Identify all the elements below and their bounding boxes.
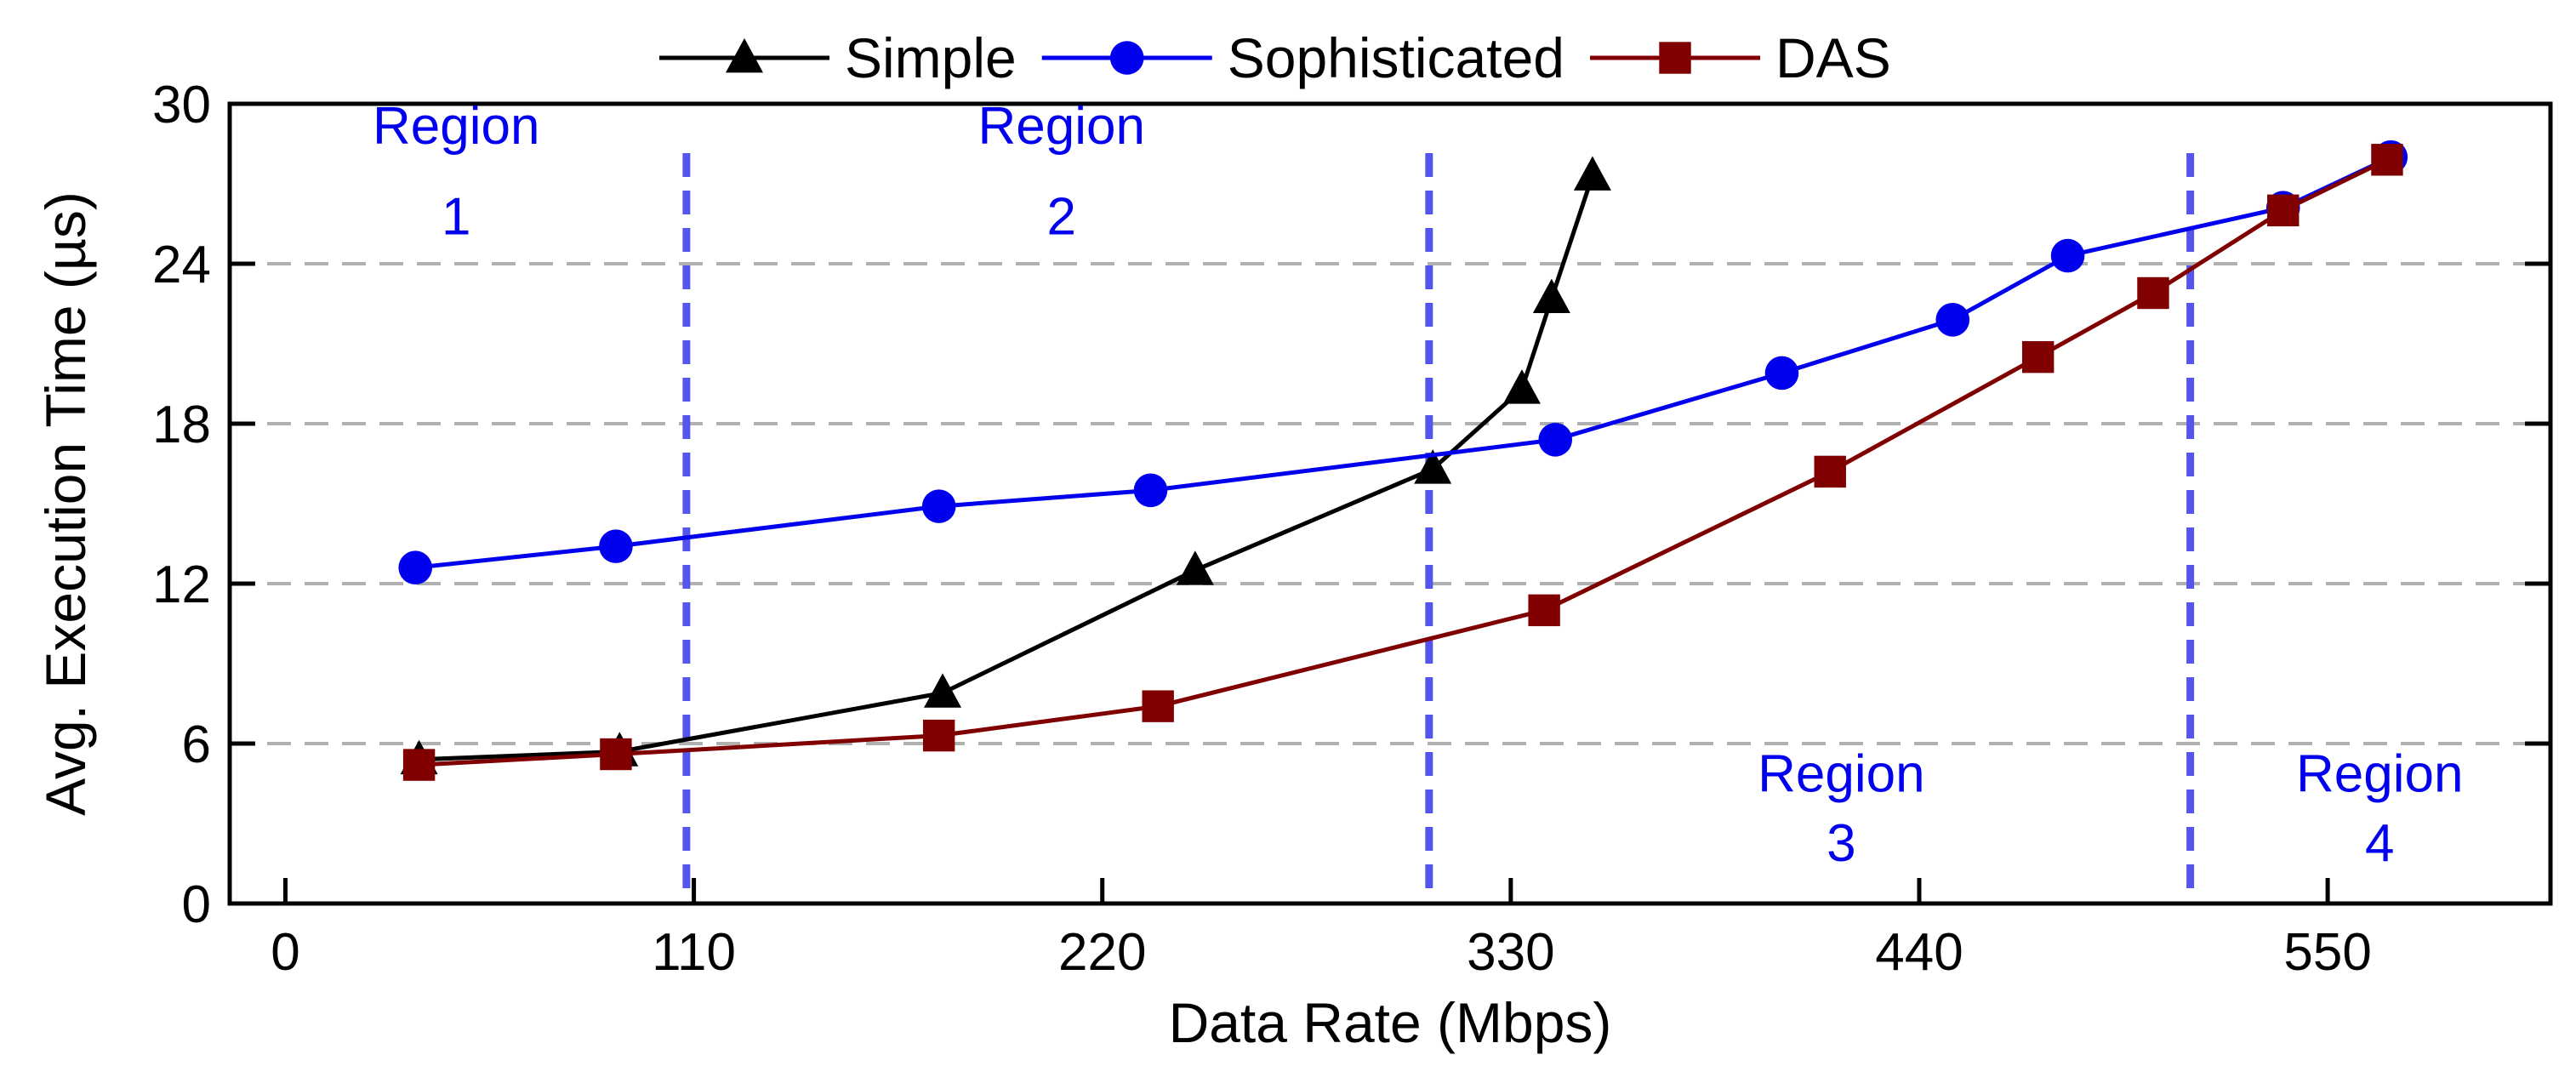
y-tick-label: 30 <box>152 76 211 134</box>
data-point-simple <box>1176 550 1214 585</box>
legend-marker-simple <box>726 37 763 73</box>
y-axis-title: Avg. Execution Time (µs) <box>34 191 97 816</box>
data-point-sophisticated <box>1538 423 1573 457</box>
data-point-sophisticated <box>1133 473 1168 508</box>
y-tick-label: 0 <box>182 875 211 934</box>
legend-label-das: DAS <box>1775 26 1891 89</box>
series-line-sophisticated <box>414 155 2392 570</box>
data-point-sophisticated <box>398 550 433 584</box>
region-label-line2: 4 <box>2365 814 2394 873</box>
grid-layer <box>230 262 2550 745</box>
x-tick-label: 0 <box>271 923 299 982</box>
region-label-line1: Region <box>2296 744 2463 803</box>
data-point-das <box>2021 340 2055 373</box>
data-point-simple <box>1502 369 1541 404</box>
data-point-das <box>2267 194 2300 227</box>
x-tick-label: 440 <box>1875 923 1963 982</box>
data-point-das <box>600 738 632 771</box>
region-label-line2: 3 <box>1827 814 1855 873</box>
annotation-layer: Region 1 Region 2 Region 3 Region 4 <box>373 97 2463 873</box>
region-label-line1: Region <box>373 97 539 156</box>
data-point-das <box>1528 594 1560 627</box>
data-point-das <box>2137 276 2169 310</box>
x-tick-label: 110 <box>652 923 736 982</box>
legend-label-sophisticated: Sophisticated <box>1228 26 1564 89</box>
data-point-sophisticated <box>1764 356 1799 390</box>
data-point-simple <box>924 673 962 708</box>
x-tick-label: 220 <box>1058 923 1146 982</box>
data-point-das <box>922 719 955 752</box>
series-line-das <box>419 157 2389 767</box>
region-label-line1: Region <box>977 97 1144 156</box>
region-divider-layer <box>682 153 2195 904</box>
legend-marker-das <box>1659 42 1691 74</box>
data-point-das <box>402 749 436 781</box>
y-tick-label: 24 <box>152 236 211 294</box>
y-tick-label: 6 <box>182 715 211 774</box>
data-point-simple <box>1532 278 1570 314</box>
series-das <box>402 144 2403 781</box>
data-point-sophisticated <box>1935 303 1970 337</box>
data-point-das <box>2371 144 2403 176</box>
x-axis-title: Data Rate (Mbps) <box>1169 991 1612 1054</box>
region-label-line2: 1 <box>442 188 470 247</box>
data-point-simple <box>1414 449 1452 484</box>
data-point-sophisticated <box>599 529 633 563</box>
plot-frame <box>227 101 2553 906</box>
x-tick-label: 330 <box>1467 923 1554 982</box>
legend-label-simple: Simple <box>845 26 1017 89</box>
region-label-line2: 2 <box>1046 188 1075 247</box>
data-point-sophisticated <box>2050 238 2085 273</box>
legend-marker-sophisticated <box>1109 41 1144 75</box>
x-tick-label: 550 <box>2283 923 2371 982</box>
data-point-simple <box>1573 156 1611 191</box>
data-point-das <box>1142 690 1174 722</box>
region-label-line1: Region <box>1758 744 1924 803</box>
data-point-das <box>1814 455 1846 488</box>
series-line-simple <box>419 174 1595 762</box>
legend: Simple Sophisticated DAS <box>659 26 1891 89</box>
series-layer <box>398 140 2408 781</box>
data-point-sophisticated <box>921 489 956 523</box>
y-tick-label: 18 <box>152 396 211 454</box>
y-tick-label: 12 <box>152 556 211 614</box>
series-sophisticated <box>398 140 2408 584</box>
